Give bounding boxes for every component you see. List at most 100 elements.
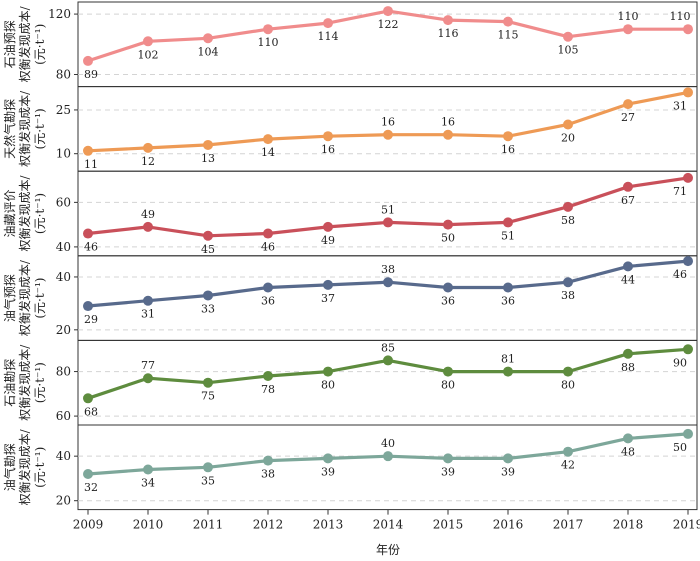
x-tick-label: 2010: [133, 518, 164, 532]
data-point: [683, 428, 693, 439]
x-tick-label: 2014: [373, 518, 404, 532]
data-point: [623, 24, 633, 35]
data-label: 88: [621, 361, 635, 374]
y-axis-label-line: (元·t⁻¹): [33, 193, 47, 234]
y-tick-label: 60: [56, 195, 71, 209]
y-tick-label: 25: [56, 103, 71, 117]
data-label: 80: [321, 379, 335, 392]
data-label: 81: [501, 353, 515, 366]
data-point: [323, 279, 333, 290]
data-point: [443, 282, 453, 293]
data-label: 80: [561, 379, 575, 392]
panel-1: 80 120 石油预探 权衡发现成本/(元·t⁻¹) 89 102 104 110 114 122…: [3, 1, 698, 88]
data-label: 110: [670, 10, 691, 23]
data-point: [203, 230, 213, 241]
data-label: 42: [561, 459, 575, 472]
y-tick-label: 80: [56, 68, 71, 82]
panel-4: 20 40 油气预探 权衡发现成本/(元·t⁻¹) 29 31 33 36 37 38 36 36 38…: [2, 255, 698, 341]
data-label: 110: [618, 10, 639, 23]
data-label: 39: [441, 465, 455, 478]
data-label: 16: [381, 116, 395, 129]
y-axis-label-line: (元·t⁻¹): [33, 447, 47, 488]
data-point: [203, 139, 213, 150]
data-point: [143, 373, 153, 384]
x-tick-label: 2009: [73, 518, 104, 532]
data-label: 45: [201, 243, 215, 256]
data-label: 32: [84, 481, 98, 494]
y-axis-label-line: (元·t⁻¹): [33, 362, 47, 403]
x-tick-label: 2017: [553, 518, 584, 532]
data-label: 89: [84, 68, 98, 81]
data-label: 38: [561, 289, 575, 302]
data-point: [623, 99, 633, 110]
data-label: 33: [201, 302, 215, 315]
data-label: 80: [441, 379, 455, 392]
data-label: 114: [318, 30, 339, 43]
x-tick-label: 2011: [193, 518, 224, 532]
data-label: 90: [673, 356, 687, 369]
data-label: 46: [84, 241, 98, 254]
panel-3: 40 60 油藏评价 权衡发现成本/(元·t⁻¹) 46 49 45 46 49 51 50 51 58…: [3, 170, 698, 257]
data-point: [263, 134, 273, 145]
y-tick-label: 20: [56, 494, 71, 508]
data-label: 27: [621, 111, 635, 124]
data-point: [263, 282, 273, 293]
x-axis: 2009 2010 2011 2012 2013 2014 2015 2016 2017 2018…: [73, 509, 700, 532]
panel-2: 10 25 天然气勘探 权衡发现成本/(元·t⁻¹) 11 12 13 14 16 16 16 16 2…: [2, 86, 698, 172]
data-point: [443, 129, 453, 140]
data-point: [143, 142, 153, 153]
data-point: [683, 172, 693, 183]
data-point: [503, 217, 513, 228]
y-tick-label: 80: [56, 365, 71, 379]
data-point: [83, 228, 93, 239]
y-tick-label: 40: [56, 240, 71, 254]
data-point: [503, 131, 513, 142]
data-point: [383, 129, 393, 140]
x-axis-title: 年份: [376, 543, 400, 557]
data-point: [563, 277, 573, 288]
data-point: [563, 366, 573, 377]
data-point: [443, 219, 453, 230]
data-point: [263, 24, 273, 35]
data-label: 46: [673, 268, 687, 281]
y-axis-label-line: 权衡发现成本/: [17, 5, 32, 82]
data-label: 16: [321, 143, 335, 156]
data-label: 39: [321, 465, 335, 478]
data-point: [143, 295, 153, 306]
data-label: 105: [558, 44, 579, 57]
x-tick-label: 2013: [313, 518, 344, 532]
data-point: [623, 348, 633, 359]
data-point: [203, 33, 213, 44]
data-point: [143, 221, 153, 232]
data-label: 104: [198, 45, 219, 58]
data-point: [563, 119, 573, 130]
x-tick-label: 2015: [433, 518, 464, 532]
data-label: 102: [138, 48, 159, 61]
y-axis-label-line: (元·t⁻¹): [33, 108, 47, 149]
y-axis-label-line: 石油勘探: [3, 359, 17, 407]
data-point: [323, 18, 333, 29]
data-point: [323, 453, 333, 464]
data-point: [203, 377, 213, 388]
y-axis-label-line: 权衡发现成本/: [17, 175, 32, 252]
y-axis-label-line: 天然气勘探: [2, 99, 17, 159]
data-point: [443, 453, 453, 464]
data-point: [383, 217, 393, 228]
data-label: 11: [84, 158, 98, 171]
data-label: 34: [141, 477, 155, 490]
data-label: 110: [258, 36, 279, 49]
y-tick-label: 10: [56, 147, 71, 161]
data-label: 37: [321, 292, 335, 305]
data-point: [563, 201, 573, 212]
data-label: 40: [381, 437, 395, 450]
y-axis-label-line: 石油预探: [3, 20, 17, 68]
data-point: [323, 221, 333, 232]
data-point: [263, 228, 273, 239]
y-tick-label: 40: [56, 449, 71, 463]
data-label: 67: [621, 194, 635, 207]
data-label: 36: [261, 295, 275, 308]
y-axis-label-line: 油藏评价: [3, 189, 17, 237]
y-axis-label-line: (元·t⁻¹): [33, 278, 47, 319]
